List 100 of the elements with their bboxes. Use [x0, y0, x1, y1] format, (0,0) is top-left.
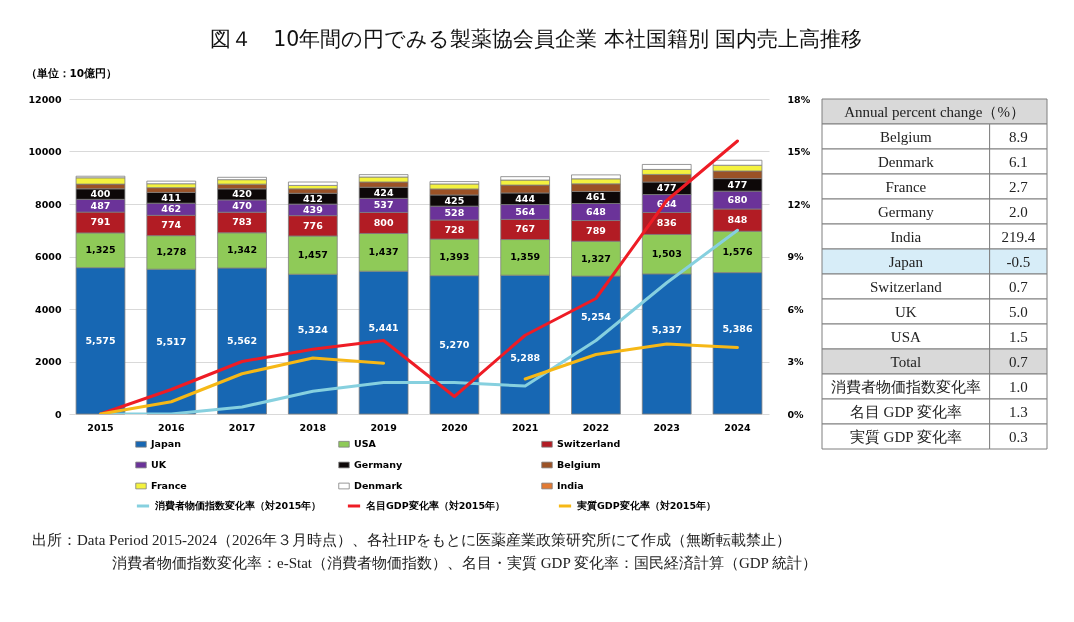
y-tick-label: 8000 [35, 198, 62, 210]
data-label: 462 [161, 203, 182, 215]
data-label: 537 [373, 199, 394, 211]
legend-label: 実質GDP変化率（対2015年） [576, 500, 717, 512]
data-label: 1,576 [722, 245, 753, 257]
data-label: 411 [161, 191, 182, 203]
text: 2.0 [1008, 203, 1028, 220]
data-label: 776 [302, 219, 324, 231]
legend-label: UK [151, 459, 167, 470]
legend-label: Switzerland [557, 438, 621, 450]
y-tick-label: 2000 [35, 356, 62, 367]
category-label: Japan [888, 253, 924, 270]
data-label: 439 [302, 203, 323, 215]
category-label: Denmark [877, 153, 935, 170]
legend-label: USA [354, 438, 377, 450]
text: 6.1 [1008, 153, 1028, 170]
bar [217, 176, 267, 181]
category-label: UK [894, 303, 917, 320]
data-label: 5,324 [297, 324, 329, 336]
y-tick-label: 10000 [28, 146, 62, 157]
bar [571, 174, 621, 180]
category-label: France [885, 178, 927, 195]
data-label: 424 [373, 186, 394, 198]
y2-tick-label: 18% [787, 93, 811, 105]
x-tick-label: 2021 [511, 421, 539, 433]
text: 5.0 [1008, 303, 1028, 320]
text: 1.0 [1008, 378, 1028, 395]
y-tick-label: 4000 [35, 303, 62, 315]
x-tick-label: 2024 [724, 421, 752, 433]
data-label: 680 [727, 194, 748, 206]
data-label: 564 [515, 205, 536, 217]
data-label: 528 [444, 207, 465, 219]
category-label: 実質 GDP 変化率 [849, 428, 962, 445]
x-tick-label: 2019 [370, 421, 397, 433]
data-label: 774 [161, 219, 182, 231]
data-label: 1,437 [368, 246, 399, 258]
y-axis-title: （単位：10億円） [25, 66, 118, 80]
data-label: 1,457 [297, 249, 328, 261]
data-label: 5,254 [580, 311, 612, 323]
x-tick-label: 2020 [441, 421, 468, 433]
text: 0.7 [1008, 353, 1028, 370]
bar [146, 180, 197, 185]
text: 0.3 [1008, 428, 1028, 445]
text: 1.5 [1008, 328, 1028, 345]
data-label: 5,270 [439, 338, 470, 350]
bar [288, 181, 338, 186]
y-tick-label: 12000 [28, 93, 62, 105]
data-label: 1,503 [651, 248, 682, 260]
data-label: 461 [586, 191, 606, 203]
data-label: 477 [656, 182, 677, 194]
text: 8.9 [1008, 128, 1028, 145]
data-label: 1,325 [85, 244, 116, 256]
chart-title: 図４ 10年間の円でみる製薬協会員企業 本社国籍別 国内売上高推移 [210, 26, 863, 51]
legend-label: 名目GDP変化率（対2015年） [365, 500, 506, 511]
data-label: 5,562 [227, 335, 258, 346]
bar [75, 177, 126, 185]
data-label: 783 [232, 216, 252, 228]
x-tick-label: 2022 [582, 421, 610, 433]
data-label: 1,342 [227, 244, 258, 256]
x-tick-label: 2023 [653, 421, 680, 433]
text: 2.7 [1008, 178, 1028, 195]
data-label: 400 [90, 188, 111, 200]
y2-tick-label: 0% [787, 408, 805, 420]
category-label: Total [890, 353, 922, 370]
data-label: 1,359 [510, 251, 541, 263]
data-label: 487 [90, 199, 111, 211]
data-label: 5,386 [722, 323, 753, 335]
legend-label: Belgium [557, 459, 601, 470]
data-label: 767 [515, 223, 536, 235]
text: Annual percent change（%） [844, 103, 1025, 120]
data-label: 5,517 [156, 335, 187, 347]
category-label: Germany [877, 203, 935, 220]
data-label: 848 [727, 214, 748, 226]
text: 219.4 [1001, 228, 1036, 245]
text: 消費者物価指数変化率：e-Stat（消費者物価指数）、名目・実質 GDP 変化率：国民経済計算（GDP 統計） [112, 555, 818, 571]
text: 1.3 [1008, 403, 1028, 420]
legend-label: Japan [150, 438, 182, 450]
data-label: 412 [302, 192, 323, 204]
x-tick-label: 2018 [299, 421, 327, 433]
data-label: 444 [515, 192, 536, 204]
text: 出所：Data Period 2015-2024（2026年３月時点）、各社HPをもとに医薬産業政策研究所にて作成（無断転載禁止） [32, 532, 792, 548]
data-label: 477 [727, 178, 748, 190]
y-tick-label: 6000 [35, 251, 62, 262]
legend-label: India [557, 480, 584, 491]
text: 0.7 [1008, 278, 1028, 295]
data-label: 5,288 [510, 352, 541, 364]
data-label: 1,278 [156, 246, 187, 258]
y2-tick-label: 12% [787, 198, 811, 210]
y2-tick-label: 9% [787, 251, 805, 262]
category-label: 名目 GDP 変化率 [849, 403, 962, 420]
data-label: 1,327 [580, 252, 611, 264]
data-label: 420 [232, 188, 253, 200]
data-label: 5,441 [368, 322, 399, 334]
x-tick-label: 2016 [158, 421, 185, 433]
data-label: 425 [444, 194, 465, 206]
y-tick-label: 0 [54, 408, 62, 420]
data-label: 648 [586, 206, 607, 218]
data-label: 1,393 [439, 251, 470, 263]
data-label: 470 [232, 200, 253, 212]
data-label: 800 [373, 216, 394, 228]
